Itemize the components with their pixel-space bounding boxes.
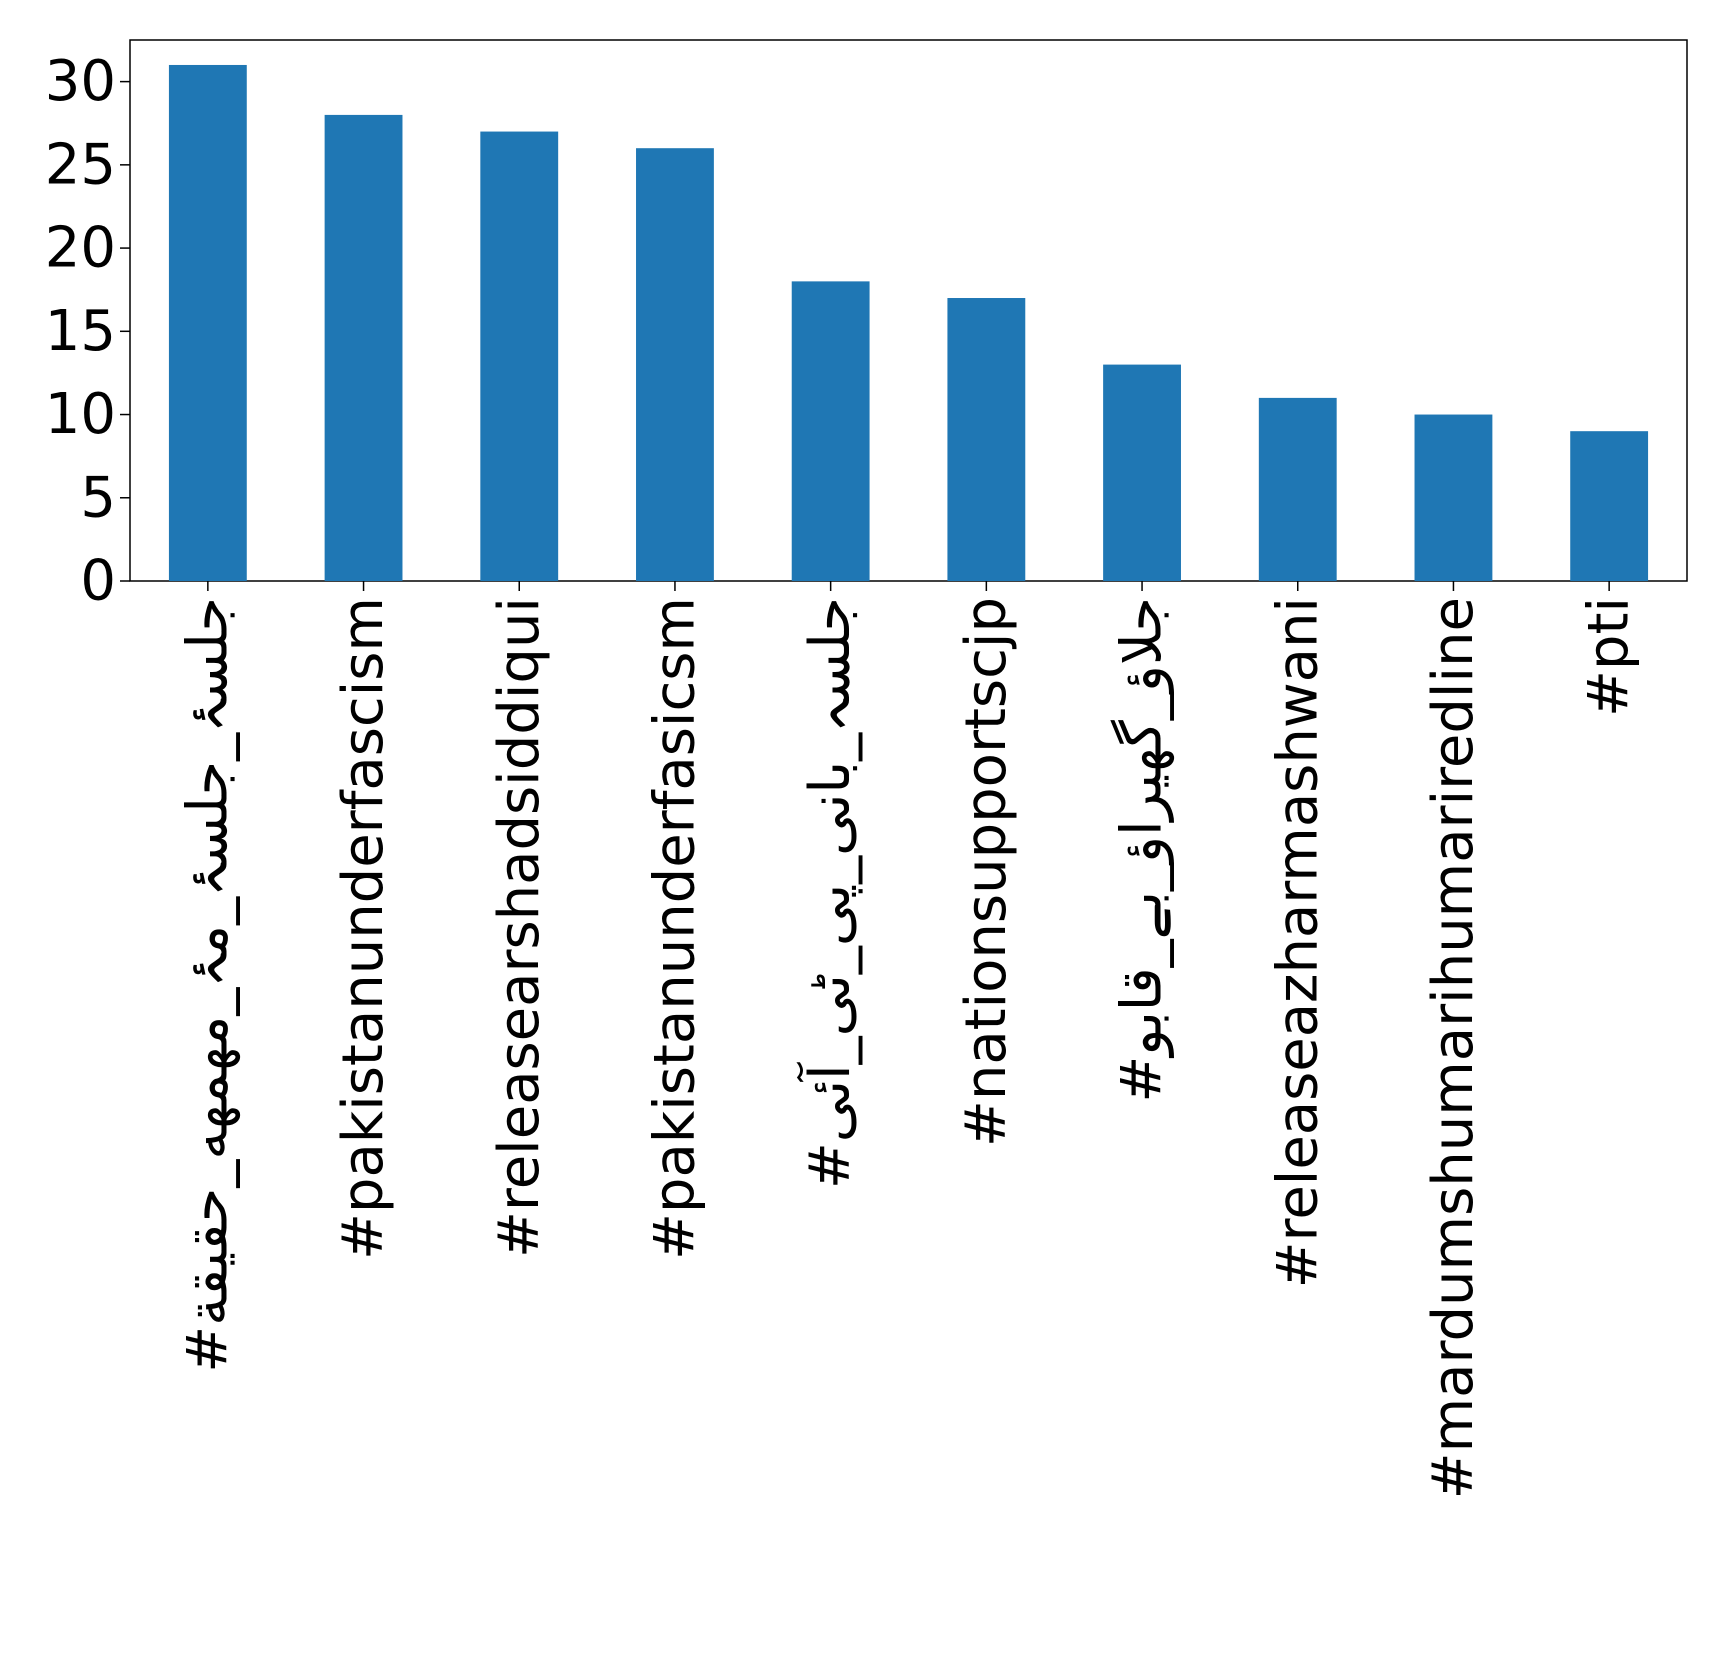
x-tick-label: #mardumshumarihumariredline: [1421, 597, 1486, 1499]
bar-6: [947, 298, 1026, 581]
bar-4: [636, 148, 714, 581]
x-tick-label: #releaseazharmashwani: [1265, 597, 1330, 1288]
x-tick-label: #nationsupportscjp: [954, 597, 1019, 1147]
bar-10: [1570, 431, 1649, 581]
bars-group: [168, 64, 1649, 582]
x-tick-label: #جلسۂ_جلسۂ_مۂ_مهمهه_حقيقة: [175, 597, 240, 1373]
bar-1: [168, 64, 247, 581]
y-tick-label: 30: [45, 49, 116, 114]
bar-3: [480, 131, 559, 582]
y-axis: 0 5 10 15 20 25 30: [45, 49, 130, 614]
x-axis: #جلسۂ_جلسۂ_مۂ_مهمهه_حقيقة #pakistanunderf…: [175, 581, 1642, 1499]
y-tick-label: 10: [45, 382, 116, 447]
y-tick-label: 20: [45, 216, 116, 281]
x-tick-label: #جلسہ_بانی_پی_ٹی_آئی: [796, 597, 863, 1189]
x-tick-label: #pakistanunderfascism: [331, 597, 396, 1260]
bar-2: [324, 114, 403, 582]
x-tick-label: #pakistanunderfasicsm: [642, 597, 707, 1260]
bar-8: [1258, 397, 1337, 581]
x-tick-label: #pti: [1577, 597, 1642, 717]
bar-7: [1103, 364, 1181, 581]
y-tick-label: 0: [80, 549, 116, 614]
y-tick-label: 5: [80, 465, 116, 530]
bar-9: [1414, 414, 1493, 581]
x-tick-label: #جلاؤ_گھیراؤ_بے_قابو: [1110, 597, 1175, 1103]
y-tick-label: 15: [45, 299, 116, 364]
bar-5: [791, 281, 870, 581]
x-tick-label: #releasearshadsiddiqui: [487, 597, 552, 1258]
y-tick-label: 25: [45, 132, 116, 197]
